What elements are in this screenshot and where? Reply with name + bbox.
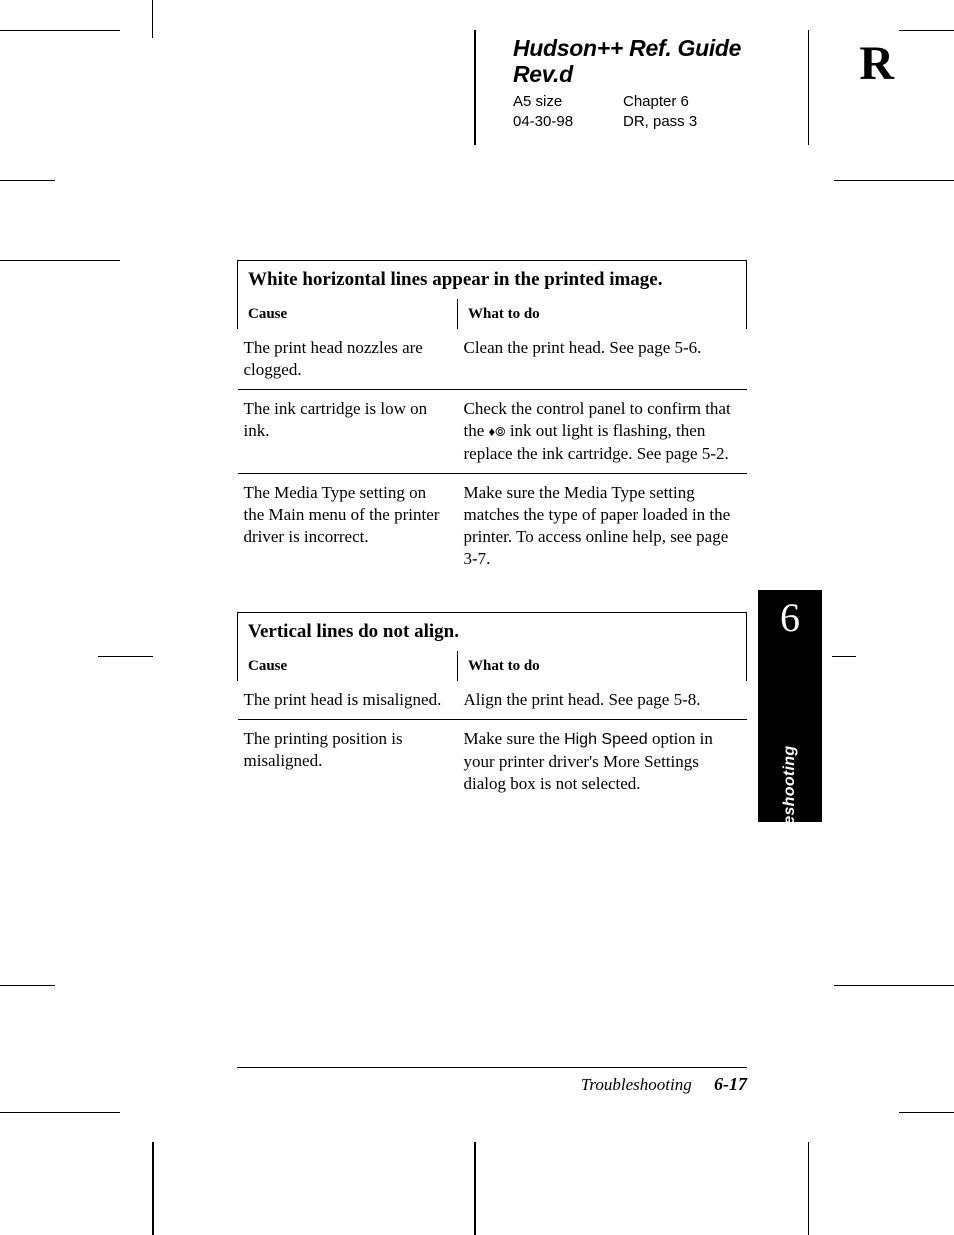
col-header-cause: Cause [238, 299, 458, 330]
action-cell: Make sure the Media Type setting matches… [458, 473, 747, 578]
table-title: Vertical lines do not align. [238, 613, 747, 651]
crop-mark [98, 656, 153, 657]
meta-size: A5 size [513, 92, 623, 112]
cause-cell: The Media Type setting on the Main menu … [238, 473, 458, 578]
trouble-table-2: Vertical lines do not align. Cause What … [237, 612, 747, 803]
col-header-action: What to do [458, 299, 747, 330]
crop-mark [899, 1112, 954, 1113]
col-header-cause: Cause [238, 651, 458, 682]
crop-mark [834, 180, 954, 181]
document-header: Hudson++ Ref. Guide Rev.d A5 size Chapte… [513, 35, 803, 132]
meta-date: 04-30-98 [513, 112, 623, 132]
crop-mark [152, 1142, 154, 1235]
table-row: The ink cartridge is low on ink. Check t… [238, 390, 747, 473]
footer-page: 6-17 [696, 1074, 747, 1094]
col-header-action: What to do [458, 651, 747, 682]
table-row: The print head nozzles are clogged. Clea… [238, 329, 747, 390]
chapter-label: Troubleshooting [781, 726, 799, 876]
crop-mark [0, 260, 120, 261]
ink-drop-icon: ♦⦾ [489, 424, 506, 439]
corner-separator [808, 30, 810, 145]
cause-cell: The print head nozzles are clogged. [238, 329, 458, 390]
cause-cell: The ink cartridge is low on ink. [238, 390, 458, 473]
meta-chapter: Chapter 6 [623, 92, 689, 112]
action-cell: Clean the print head. See page 5-6. [458, 329, 747, 390]
crop-mark [899, 30, 954, 31]
cause-cell: The printing position is misaligned. [238, 720, 458, 803]
chapter-number: 6 [758, 594, 822, 641]
chapter-tab: 6 Troubleshooting [758, 590, 822, 822]
footer-section: Troubleshooting [581, 1075, 692, 1094]
crop-mark [152, 0, 153, 38]
crop-mark [808, 1142, 810, 1235]
crop-mark [0, 1112, 120, 1113]
meta-pass: DR, pass 3 [623, 112, 697, 132]
page-footer: Troubleshooting 6-17 [237, 1067, 747, 1095]
table-title: White horizontal lines appear in the pri… [238, 261, 747, 299]
crop-mark [0, 180, 55, 181]
header-separator [474, 30, 476, 145]
trouble-table-1: White horizontal lines appear in the pri… [237, 260, 747, 578]
crop-mark [834, 985, 954, 986]
crop-mark [0, 30, 120, 31]
doc-meta: A5 size Chapter 6 04-30-98 DR, pass 3 [513, 92, 803, 133]
crop-mark [474, 1142, 476, 1235]
doc-title-line1: Hudson++ Ref. Guide [513, 35, 803, 61]
table-row: The Media Type setting on the Main menu … [238, 473, 747, 578]
content-area: White horizontal lines appear in the pri… [237, 260, 747, 803]
action-cell: Make sure the High Speed option in your … [458, 720, 747, 803]
crop-mark [832, 656, 856, 657]
table-row: The printing position is misaligned. Mak… [238, 720, 747, 803]
table-row: The print head is misaligned. Align the … [238, 681, 747, 720]
crop-mark [0, 985, 55, 986]
cause-cell: The print head is misaligned. [238, 681, 458, 720]
action-cell: Align the print head. See page 5-8. [458, 681, 747, 720]
action-cell: Check the control panel to confirm that … [458, 390, 747, 473]
doc-title-line2: Rev.d [513, 61, 803, 87]
corner-mark: R [859, 36, 894, 91]
